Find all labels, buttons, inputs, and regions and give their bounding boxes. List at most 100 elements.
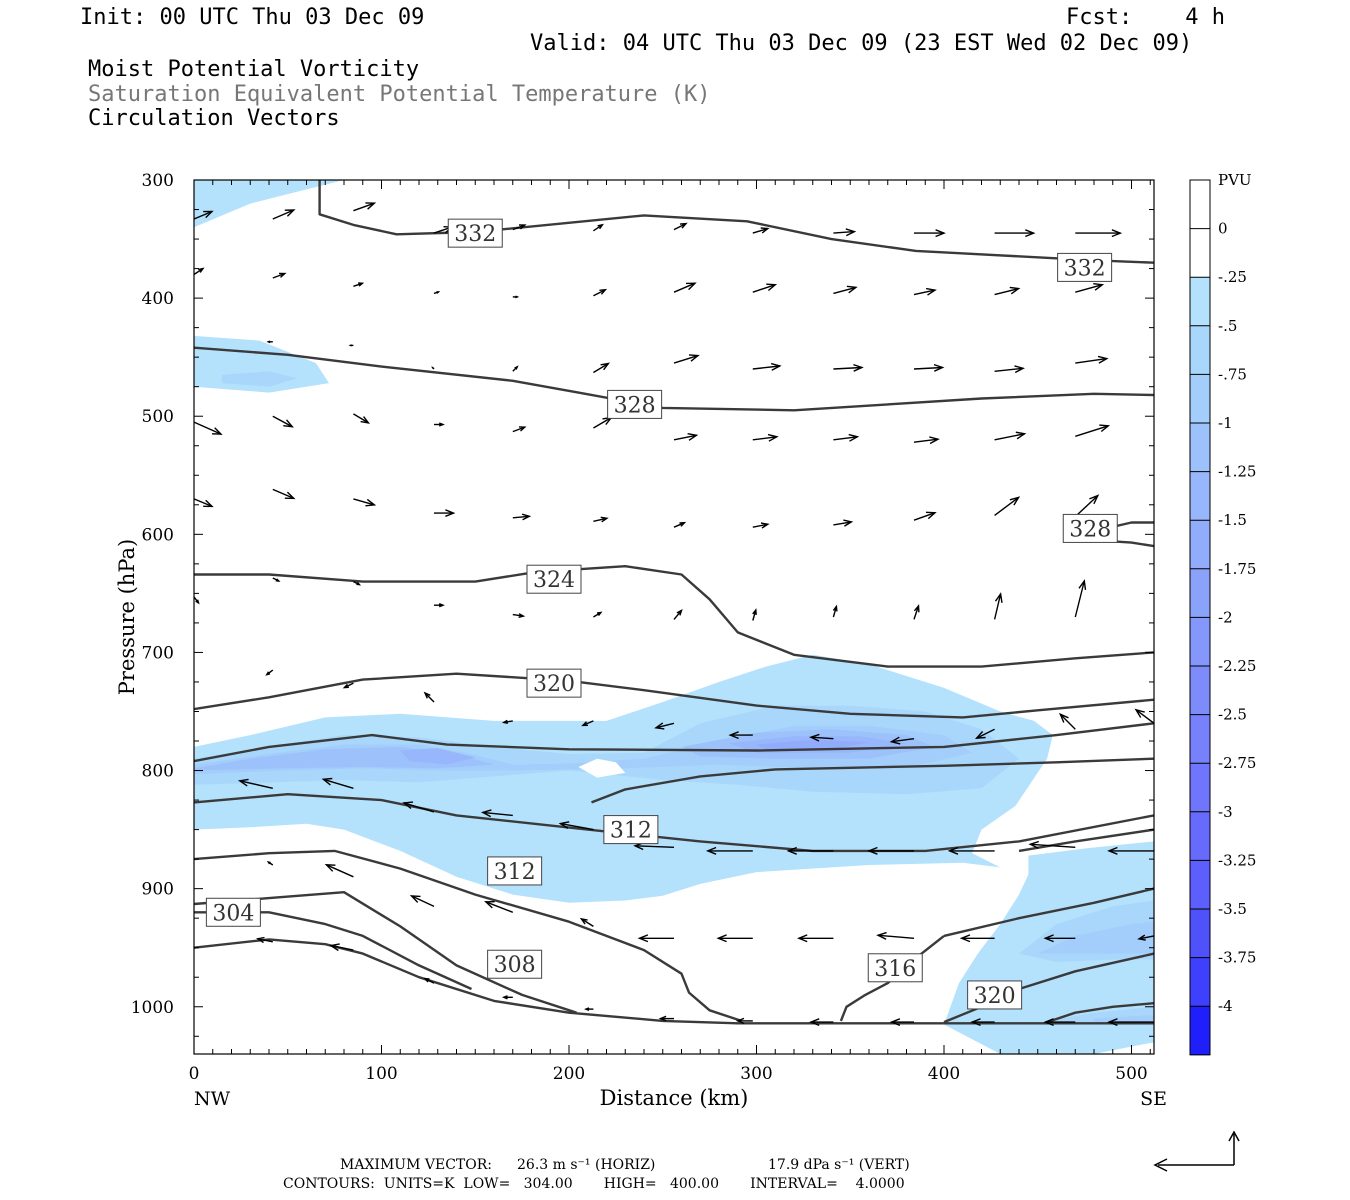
circulation-vector xyxy=(255,936,273,944)
colorbar-swatch xyxy=(1190,666,1210,716)
circulation-vector xyxy=(752,283,778,293)
circulation-vector xyxy=(434,509,456,517)
colorbar-swatch xyxy=(1190,909,1210,959)
colorbar-level-label: -1.25 xyxy=(1218,463,1256,481)
contour-label: 332 xyxy=(447,218,503,248)
circulation-vector xyxy=(1075,283,1105,293)
circulation-vector xyxy=(593,223,604,232)
colorbar-swatch xyxy=(1190,763,1210,813)
circulation-vector xyxy=(1074,494,1100,518)
isentrope-304 xyxy=(194,938,1154,1025)
isentrope-318 xyxy=(943,887,1154,938)
colorbar-level-label: -3.25 xyxy=(1218,851,1256,869)
contour-label: 308 xyxy=(487,949,543,979)
colorbar-level-label: -3.5 xyxy=(1218,900,1247,918)
circulation-vector xyxy=(433,291,441,295)
isentrope-320 xyxy=(194,672,1154,719)
circulation-vector xyxy=(512,426,527,433)
circulation-vector xyxy=(593,516,609,523)
circulation-vector xyxy=(194,267,205,276)
circulation-vector xyxy=(947,846,995,855)
isentrope-328 xyxy=(194,346,1154,412)
circulation-vector xyxy=(914,229,946,238)
circulation-vector xyxy=(348,344,354,347)
circulation-vector xyxy=(833,285,858,295)
colorbar-level-label: 0 xyxy=(1218,220,1228,238)
contour-label-text: 328 xyxy=(614,393,656,418)
circulation-vector xyxy=(593,611,603,618)
circulation-vector xyxy=(832,604,838,618)
x-axis-label: Distance (km) xyxy=(600,1086,749,1110)
max-vector-label: MAXIMUM VECTOR: xyxy=(340,1157,492,1173)
circulation-vector xyxy=(409,895,435,908)
colorbar-level-label: -1 xyxy=(1218,414,1233,432)
y-tick-label: 600 xyxy=(142,525,174,545)
circulation-vector xyxy=(324,864,354,878)
field-title-mpv: Moist Potential Vorticity xyxy=(88,57,420,82)
circulation-vector xyxy=(512,224,527,231)
isentrope-316 xyxy=(194,722,1154,763)
y-axis-label: Pressure (hPa) xyxy=(115,539,139,695)
colorbar-level-label: -2 xyxy=(1218,608,1233,626)
circulation-vector xyxy=(353,413,371,424)
circulation-vector xyxy=(593,362,611,374)
contour-label-text: 332 xyxy=(454,222,496,247)
contour-label-text: 304 xyxy=(212,901,254,926)
x-tick-label: 500 xyxy=(1115,1064,1147,1084)
circulation-vector xyxy=(658,1015,674,1022)
circulation-vector xyxy=(593,416,614,429)
circulation-vector xyxy=(194,788,195,790)
colorbar-level-label: -1.5 xyxy=(1218,511,1247,529)
colorbar-level-label: -.75 xyxy=(1218,365,1247,383)
colorbar-swatch xyxy=(1190,520,1210,570)
circulation-vector xyxy=(673,433,699,441)
circulation-vector xyxy=(913,604,920,620)
y-tick-label: 300 xyxy=(142,171,174,191)
circulation-vector xyxy=(705,846,753,855)
circulation-vector xyxy=(889,736,915,745)
colorbar-level-label: -2.5 xyxy=(1218,706,1247,724)
contour-label-text: 328 xyxy=(1069,517,1111,542)
circulation-vector xyxy=(272,272,287,279)
circulation-vector xyxy=(833,363,864,372)
circulation-vector xyxy=(353,498,377,507)
contour-label: 320 xyxy=(526,668,582,698)
circulation-vector xyxy=(913,363,945,372)
circulation-vector xyxy=(1107,846,1154,855)
circulation-vector xyxy=(266,340,273,344)
circulation-vector xyxy=(1075,229,1123,238)
circulation-vector xyxy=(501,719,513,724)
pv-shaded-region xyxy=(400,748,476,765)
pv-shaded-region xyxy=(756,739,869,750)
circulation-vector xyxy=(876,931,915,940)
circulation-vector xyxy=(797,934,834,943)
circulation-vector xyxy=(1058,712,1076,730)
circulation-vector xyxy=(272,415,294,428)
contour-label: 312 xyxy=(487,856,543,886)
circulation-vector xyxy=(1107,1018,1154,1027)
circulation-vector xyxy=(913,287,937,296)
circulation-vector xyxy=(512,295,520,299)
x-end-label-left: NW xyxy=(194,1088,231,1110)
contour-label-text: 312 xyxy=(610,819,652,844)
circulation-vector xyxy=(994,431,1027,441)
plot-frame xyxy=(193,179,1155,1055)
isentrope-312 xyxy=(591,757,1154,804)
contour-label-text: 324 xyxy=(533,568,575,593)
circulation-vector xyxy=(1134,708,1154,724)
isentrope-322 xyxy=(1046,1002,1154,1024)
colorbar-level-label: -2.25 xyxy=(1218,657,1256,675)
colorbar-swatch xyxy=(1190,568,1210,618)
contour-label: 328 xyxy=(607,389,663,419)
x-tick-label: 0 xyxy=(189,1064,200,1084)
contour-label-text: 332 xyxy=(1064,256,1106,281)
colorbar-swatch xyxy=(1190,714,1210,764)
contour-label-text: 320 xyxy=(974,984,1016,1009)
circulation-vector xyxy=(752,522,770,529)
circulation-vector xyxy=(423,977,435,984)
colorbar-swatch xyxy=(1190,325,1210,375)
circulation-vector xyxy=(974,728,995,740)
contour-label: 312 xyxy=(603,815,659,845)
circulation-vector xyxy=(342,682,354,689)
x-tick-label: 100 xyxy=(365,1064,397,1084)
